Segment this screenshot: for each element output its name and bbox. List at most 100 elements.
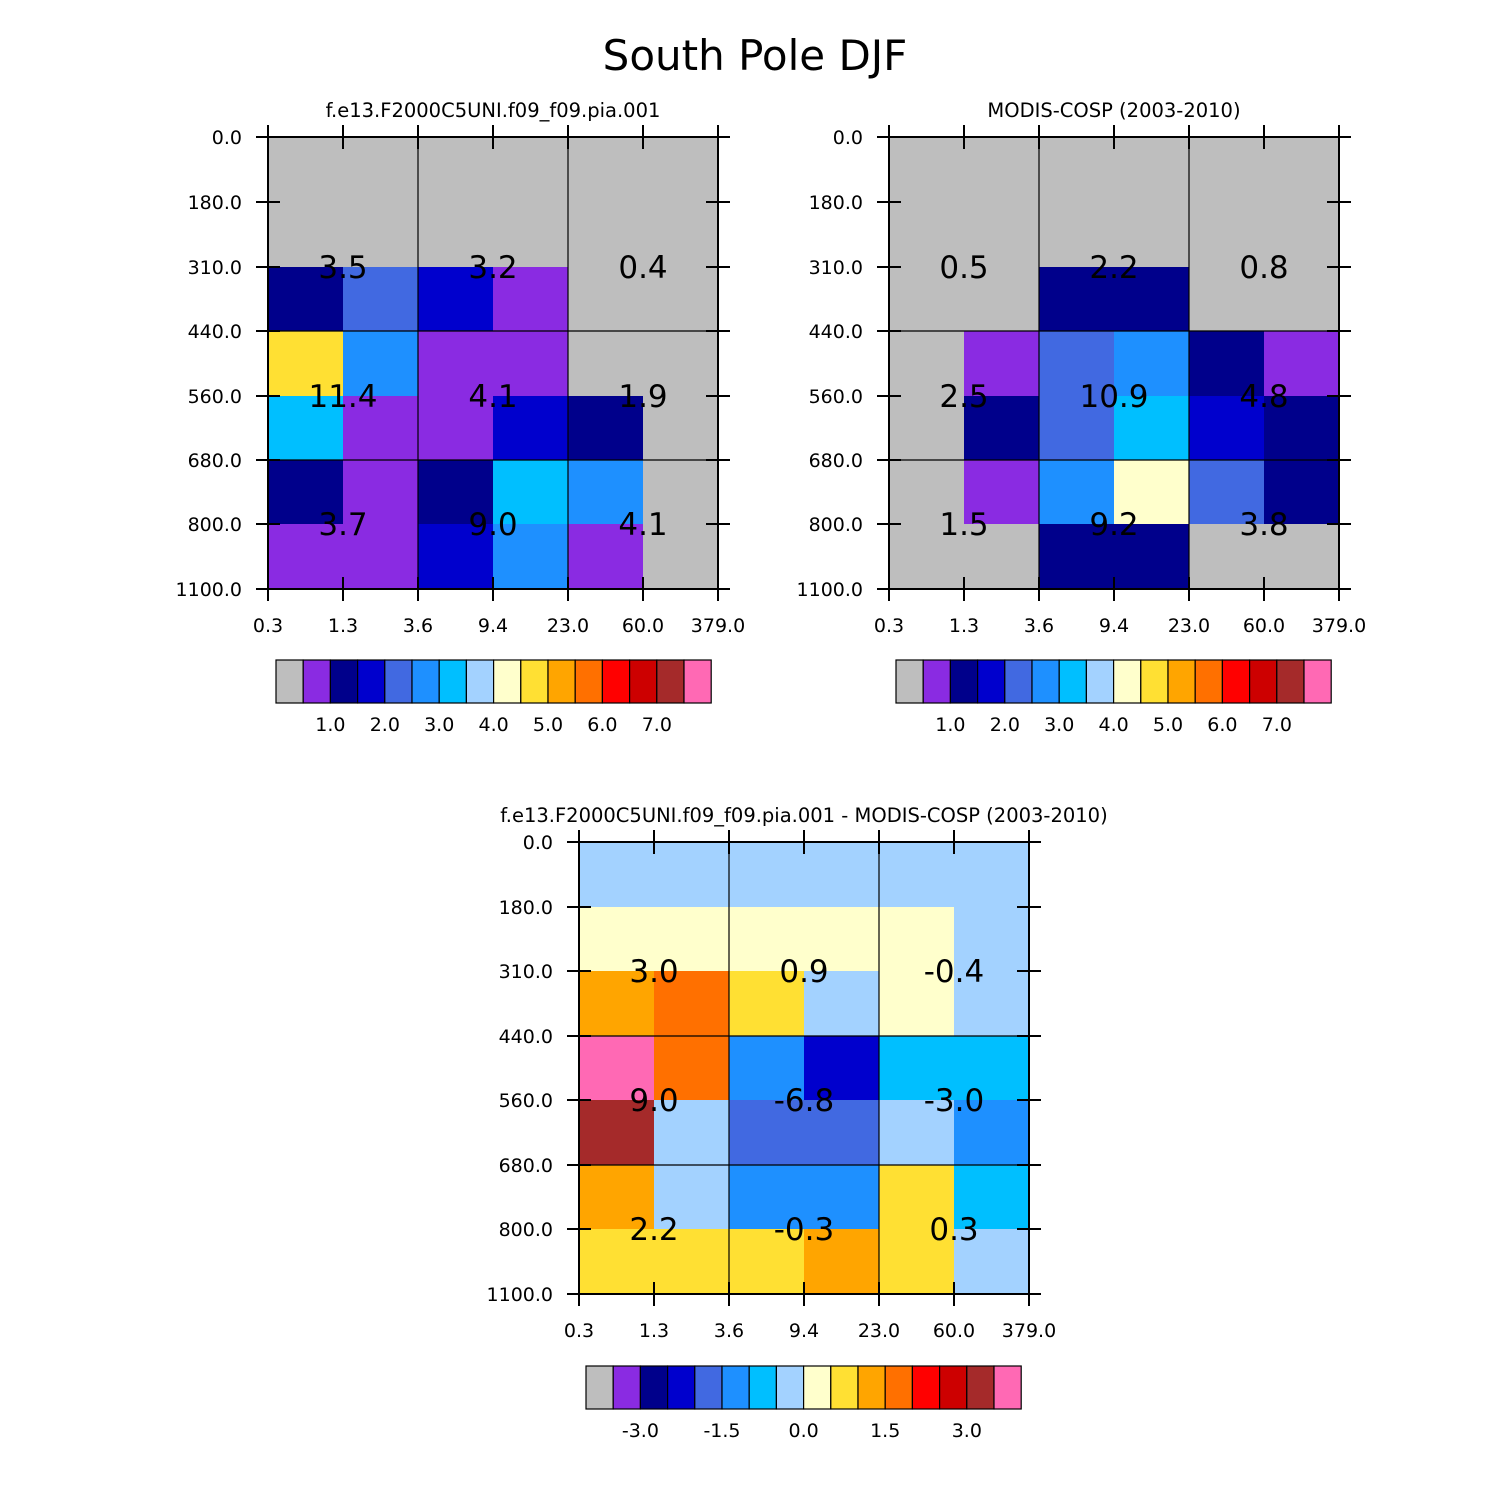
heatmap-cell — [568, 202, 644, 268]
colorbar-box — [275, 659, 304, 704]
y-tick-label: 0.0 — [212, 127, 242, 149]
colorbar-box — [830, 1365, 859, 1410]
colorbar-label: 1.5 — [870, 1420, 900, 1442]
heatmap-cell — [1264, 396, 1340, 461]
colorbar-box — [1112, 659, 1142, 704]
heatmap-cell — [1039, 396, 1115, 461]
heatmap-cell — [1039, 460, 1115, 525]
y-tick-label: 180.0 — [499, 897, 553, 919]
heatmap-cell — [493, 524, 569, 590]
colorbar-label: 1.0 — [315, 714, 345, 736]
heatmap-cell — [1114, 137, 1190, 203]
colorbar-box — [656, 659, 685, 704]
colorbar-box — [694, 1365, 723, 1410]
colorbar-box — [895, 659, 924, 704]
x-tick-label: 3.6 — [403, 615, 433, 637]
heatmap-cell — [1264, 202, 1340, 268]
heatmap-cell — [804, 907, 880, 972]
heatmap-cell — [954, 1165, 1030, 1230]
data-label: -0.3 — [774, 1212, 835, 1248]
colorbar-label: 3.0 — [424, 714, 454, 736]
heatmap-cell — [879, 1229, 955, 1295]
data-label: -0.4 — [924, 954, 985, 990]
y-tick-label: 560.0 — [499, 1090, 553, 1112]
data-label: 0.9 — [779, 954, 828, 990]
heatmap-cell — [889, 524, 965, 590]
heatmap-cell — [1039, 202, 1115, 268]
colorbar-label: 4.0 — [1098, 714, 1128, 736]
colorbar-box — [1085, 659, 1115, 704]
colorbar-box — [574, 659, 604, 704]
colorbar-box — [993, 1365, 1022, 1410]
data-label: 9.2 — [1089, 507, 1138, 543]
colorbar-label: 0.0 — [788, 1420, 818, 1442]
colorbar-box — [857, 1365, 886, 1410]
heatmap-cell — [568, 267, 644, 332]
heatmap-cell — [643, 524, 719, 590]
heatmap-cell — [418, 137, 494, 203]
panel-modis-cosp: MODIS-COSP (2003-2010) 0.0 180.0 310.0 440.0… — [797, 99, 1367, 736]
heatmap-cell — [729, 1100, 805, 1166]
colorbar-box — [628, 659, 658, 704]
colorbar-box — [612, 1365, 642, 1410]
data-label: 0.8 — [1239, 250, 1288, 286]
heatmap-cell — [568, 137, 644, 203]
colorbar-box — [329, 659, 359, 704]
colorbar-label: 4.0 — [478, 714, 508, 736]
heatmap-cell — [729, 907, 805, 972]
x-tick-label: 60.0 — [622, 615, 664, 637]
heatmap-cell — [889, 331, 965, 397]
colorbar-box — [1248, 659, 1278, 704]
colorbar-box — [547, 659, 576, 704]
heatmap-cell — [889, 202, 965, 268]
heatmap-cell — [889, 267, 965, 332]
colorbar-box — [748, 1365, 778, 1410]
colorbar-box — [1303, 659, 1332, 704]
colorbar-label: 3.0 — [952, 1420, 982, 1442]
heatmap-cell — [343, 267, 419, 332]
colorbar-box — [976, 659, 1006, 704]
heatmap-cell — [493, 137, 569, 203]
heatmap-cell — [268, 396, 344, 461]
colorbar-label: -1.5 — [703, 1420, 740, 1442]
panel-title: MODIS-COSP (2003-2010) — [987, 99, 1240, 122]
data-label: 3.0 — [629, 954, 678, 990]
data-label: 10.9 — [1079, 379, 1148, 415]
heatmap-cell — [654, 1036, 730, 1101]
x-tick-label: 60.0 — [933, 1320, 975, 1342]
colorbar-box — [802, 1365, 832, 1410]
colorbar-label: 3.0 — [1044, 714, 1074, 736]
data-label: -6.8 — [774, 1083, 835, 1119]
heatmap-cell — [1189, 396, 1265, 461]
heatmap-cell — [343, 396, 419, 461]
heatmap-cell — [954, 971, 1030, 1037]
y-tick-label: 560.0 — [188, 386, 242, 408]
data-label: 4.1 — [468, 379, 517, 415]
heatmap-cell — [879, 971, 955, 1037]
y-tick-label: 310.0 — [188, 257, 242, 279]
heatmap-cell — [964, 460, 1040, 525]
data-label: 1.9 — [618, 379, 667, 415]
y-tick-label: 440.0 — [188, 321, 242, 343]
colorbar-box — [357, 659, 386, 704]
colorbar-label: 5.0 — [533, 714, 563, 736]
heatmap-cell — [1039, 267, 1115, 332]
heatmap-cell — [954, 1229, 1030, 1295]
colorbar-box — [1221, 659, 1251, 704]
y-tick-label: 680.0 — [499, 1155, 553, 1177]
heatmap-cell — [804, 971, 880, 1037]
heatmap-cell — [493, 267, 569, 332]
heatmap-cell — [493, 460, 569, 525]
heatmap-cell — [804, 1229, 880, 1295]
heatmap-cell — [1114, 396, 1190, 461]
heatmap-cell — [643, 267, 719, 332]
y-tick-label: 680.0 — [809, 450, 863, 472]
heatmap-cell — [343, 460, 419, 525]
colorbar-box — [966, 1365, 995, 1410]
heatmap-cell — [964, 396, 1040, 461]
heatmap-cell — [579, 971, 655, 1037]
x-tick-label: 3.6 — [714, 1320, 744, 1342]
y-tick-label: 180.0 — [809, 192, 863, 214]
colorbar-box — [1058, 659, 1087, 704]
heatmap-cell — [879, 842, 955, 908]
